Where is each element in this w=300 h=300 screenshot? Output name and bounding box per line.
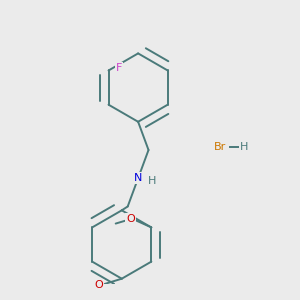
Text: Br: Br — [214, 142, 226, 152]
Text: H: H — [240, 142, 248, 152]
Text: H: H — [148, 176, 157, 186]
Text: F: F — [116, 63, 122, 73]
Text: O: O — [126, 214, 135, 224]
Text: O: O — [94, 280, 103, 290]
Text: N: N — [134, 173, 142, 183]
